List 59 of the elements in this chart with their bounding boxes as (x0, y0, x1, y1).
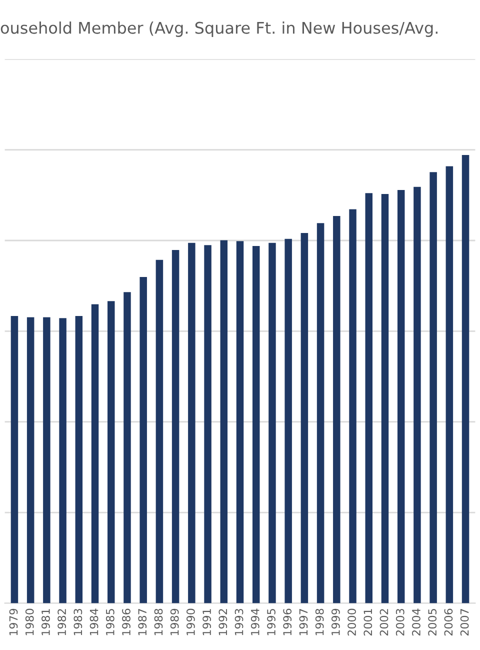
bar (365, 193, 372, 604)
bar (397, 190, 405, 604)
bar (414, 186, 421, 604)
bar (381, 194, 389, 604)
bar (252, 246, 260, 604)
bar (284, 238, 292, 604)
bar (204, 245, 212, 604)
x-tick-label: 1980 (25, 608, 34, 636)
x-tick-label: 1997 (299, 609, 308, 636)
x-tick-label: 2006 (444, 608, 453, 636)
bar (430, 172, 437, 604)
x-tick-label: 2003 (396, 608, 404, 636)
x-tick-label: 1986 (122, 608, 130, 636)
x-tick-label: 1995 (267, 609, 276, 636)
x-tick-label: 1996 (283, 608, 292, 636)
bar (333, 216, 340, 604)
x-tick-label: 1994 (250, 608, 260, 636)
bar (300, 233, 308, 604)
bar (268, 242, 276, 604)
x-tick-label: 2005 (428, 609, 437, 636)
bar (91, 304, 99, 604)
bar (220, 240, 228, 604)
x-tick-label: 1990 (186, 608, 195, 636)
bar (59, 318, 66, 604)
x-tick-label: 2002 (380, 609, 388, 636)
x-tick-label: 2004 (412, 608, 420, 636)
bar (349, 209, 356, 604)
x-tick-label: 1984 (90, 608, 98, 636)
bar (172, 250, 180, 604)
x-tick-label: 1988 (154, 608, 163, 636)
bar (108, 301, 115, 604)
x-tick-label: 1993 (234, 608, 244, 636)
x-tick-label: 1982 (58, 609, 66, 636)
bar (10, 316, 18, 604)
x-tick-label: 1999 (331, 608, 340, 636)
bar (75, 316, 83, 604)
x-tick-label: 2000 (348, 608, 356, 636)
bar (124, 292, 131, 604)
x-tick-label: 1991 (202, 609, 212, 636)
chart-title: ousehold Member (Avg. Square Ft. in New Houses/Avg. (0, 22, 438, 37)
bar (140, 276, 147, 604)
x-tick-label: 2001 (364, 609, 372, 636)
x-tick-label: 1985 (106, 609, 114, 636)
x-tick-label: 1992 (218, 609, 228, 636)
x-tick-label: 1998 (315, 608, 324, 636)
bar (188, 242, 196, 604)
x-tick-label: 2007 (460, 609, 469, 636)
bar (462, 155, 470, 604)
bar (26, 317, 34, 604)
x-tick-label: 1983 (74, 608, 82, 636)
x-tick-label: 1981 (42, 609, 50, 636)
bar (446, 166, 454, 604)
x-tick-label: 1987 (138, 609, 147, 636)
bar (156, 260, 164, 604)
bar (316, 223, 324, 604)
x-tick-label: 1989 (170, 608, 179, 636)
x-tick-label: 1979 (9, 608, 18, 636)
bar (236, 241, 244, 604)
bar (43, 317, 50, 604)
